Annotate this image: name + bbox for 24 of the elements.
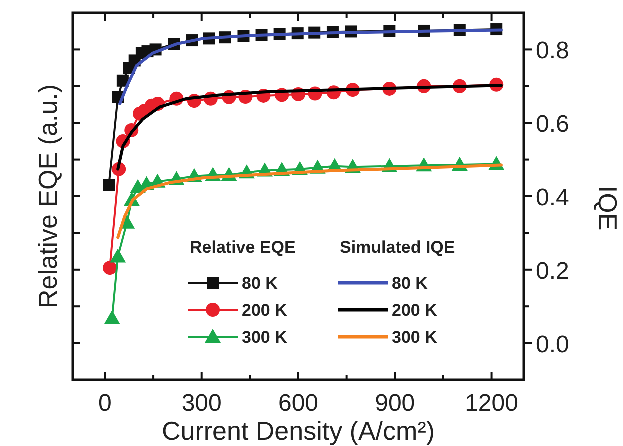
y2-tick-label: 0.0 [536,331,570,358]
point [103,179,116,192]
legend-label: 300 K [242,328,288,347]
x-tick-label: 300 [182,390,222,417]
point [110,248,126,263]
y2-tick-label: 0.6 [536,111,570,138]
y2-axis-title: IQE [593,186,623,231]
legend-label: 80 K [392,274,429,293]
x-tick-label: 900 [375,390,416,417]
y2-tick-label: 0.4 [536,184,570,212]
x-tick-label: 1200 [465,390,518,417]
y2-tick-label: 0.8 [536,38,570,65]
annotation: Simulated IQE [340,238,456,257]
y-axis-title: Relative EQE (a.u.) [33,84,63,308]
x-axis-title: Current Density (A/cm²) [162,416,436,446]
legend-label: 200 K [242,301,288,320]
legend-label: 80 K [242,274,279,293]
y2-tick-label: 0.2 [536,258,570,285]
legend-title: Relative EQE [190,238,296,257]
legend-label: 300 K [392,328,438,347]
point [104,310,120,324]
legend-label: 200 K [392,301,438,320]
x-tick-label: 0 [98,390,112,417]
x-tick-label: 600 [278,390,319,417]
